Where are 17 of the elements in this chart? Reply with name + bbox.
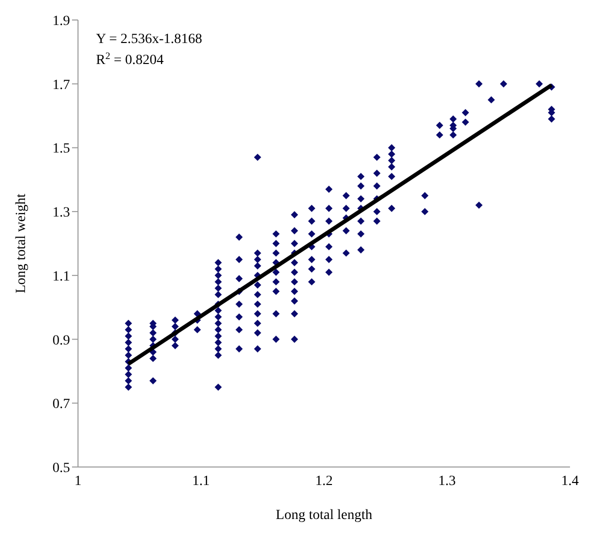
y-tick-label: 0.7 [52, 397, 70, 412]
x-tick-label: 1 [74, 474, 82, 489]
y-tick-label: 0.5 [52, 460, 70, 476]
annotation: Y = 2.536x-1.8168 [96, 32, 202, 47]
x-tick-label: 1.2 [315, 474, 333, 489]
y-tick-label: 1.9 [52, 14, 70, 29]
x-tick-label: 1.1 [192, 474, 210, 489]
x-tick-label: 1.3 [438, 474, 456, 489]
y-tick-label: 0.9 [52, 333, 70, 348]
y-tick-label: 1.5 [52, 142, 70, 157]
y-tick-label: 1.3 [52, 206, 70, 221]
x-tick-label: 1.4 [561, 474, 579, 489]
y-tick-label: 1.7 [52, 78, 70, 93]
y-axis-title: Long total weight [14, 194, 29, 294]
y-tick-label: 1.1 [52, 269, 70, 284]
x-axis-title: Long total length [276, 508, 372, 523]
annotation: R$^{2}$ = 0.8204 [96, 50, 164, 68]
